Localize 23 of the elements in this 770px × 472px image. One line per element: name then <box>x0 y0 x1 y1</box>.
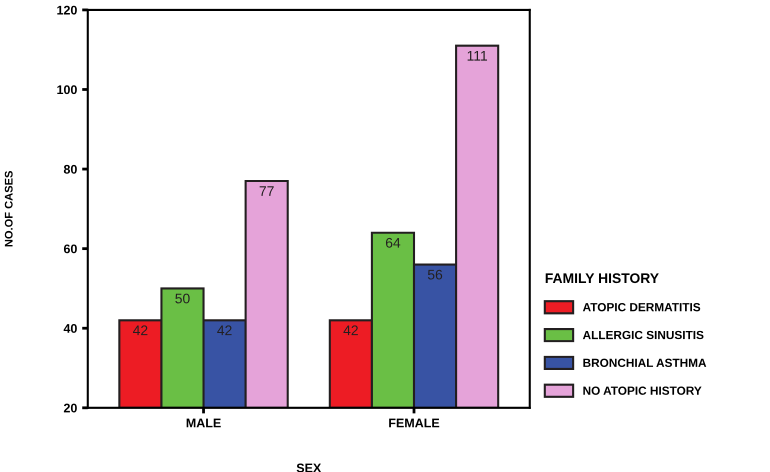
data-label: 64 <box>386 238 400 248</box>
y-tick-label: 60 <box>64 244 77 254</box>
legend-title: FAMILY HISTORY <box>546 273 659 284</box>
x-tick-label: MALE <box>186 418 221 428</box>
data-label: 50 <box>175 294 190 304</box>
data-label: 77 <box>260 186 274 196</box>
x-axis-title: SEX <box>296 464 322 472</box>
data-label: 42 <box>132 325 148 336</box>
y-tick-label: 100 <box>57 85 77 94</box>
x-tick-label: FEMALE <box>389 418 440 428</box>
legend-label: ATOPIC DERMATITIS <box>582 302 700 312</box>
y-tick-label: 120 <box>57 6 77 15</box>
legend-label: NO ATOPIC HISTORY <box>583 386 702 395</box>
y-tick-label: 80 <box>64 164 77 174</box>
y-axis-title: NO.OF CASES <box>4 171 13 246</box>
legend-label: BRONCHIAL ASTHMA <box>583 358 706 368</box>
legend-label: ALLERGIC SINUSITIS <box>582 330 704 340</box>
data-label: 111 <box>468 51 488 61</box>
y-tick-label: 20 <box>64 404 77 412</box>
data-label: 42 <box>343 325 358 336</box>
data-label: 56 <box>428 270 442 280</box>
data-label: 42 <box>217 325 232 336</box>
y-tick-label: 40 <box>64 324 77 333</box>
